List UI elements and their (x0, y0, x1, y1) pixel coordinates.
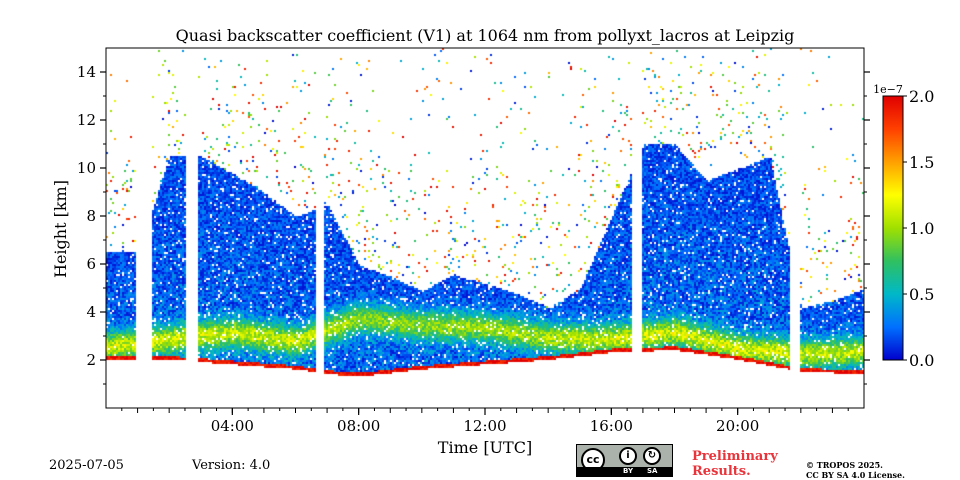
x-tick-label: 16:00 (590, 417, 633, 435)
x-tick-label: 04:00 (211, 417, 254, 435)
x-tick-label: 12:00 (463, 417, 506, 435)
backscatter-heatmap (106, 48, 864, 408)
y-tick-label: 14 (77, 63, 96, 81)
colorbar: 0.0 0.5 1.0 1.5 2.0 (882, 87, 934, 370)
footer-version: Version: 4.0 (192, 458, 271, 473)
cc-by-sa-icon: cc i ↻ BY SA (576, 444, 673, 477)
copyright-line-2: CC BY SA 4.0 License. (806, 470, 905, 480)
footer-date: 2025-07-05 (49, 458, 124, 473)
colorbar-tick-label: 2.0 (909, 87, 934, 106)
y-axis-label: Height [km] (51, 180, 70, 278)
preliminary-notice: Preliminary Results. (692, 449, 778, 479)
colorbar-tick-label: 0.5 (909, 285, 934, 304)
y-tick-label: 12 (77, 111, 96, 129)
preliminary-line-2: Results. (692, 464, 751, 479)
colorbar-tick-label: 0.0 (909, 351, 934, 370)
preliminary-line-1: Preliminary (692, 449, 778, 464)
heatmap-plot (106, 48, 864, 408)
attribution-icon: i (619, 447, 637, 465)
axes: 04:00 08:00 12:00 16:00 20:00 2 4 6 8 10 12 14 (77, 47, 870, 435)
y-tick-label: 6 (86, 255, 96, 273)
colorbar-gradient (882, 95, 904, 361)
colorbar-exponent-label: 1e−7 (873, 83, 903, 96)
x-tick-label: 20:00 (716, 417, 759, 435)
x-axis-label: Time [UTC] (438, 438, 532, 457)
y-tick-label: 4 (86, 303, 96, 321)
share-alike-icon: ↻ (643, 447, 661, 465)
copyright-line-1: © TROPOS 2025. (806, 460, 883, 470)
colorbar-tick-label: 1.5 (909, 153, 934, 172)
x-tick-label: 08:00 (337, 417, 380, 435)
y-tick-label: 10 (77, 159, 96, 177)
license-sa-label: SA (647, 467, 658, 475)
license-by-label: BY (623, 467, 634, 475)
copyright-notice: © TROPOS 2025. CC BY SA 4.0 License. (806, 460, 905, 480)
chart-title: Quasi backscatter coefficient (V1) at 10… (176, 26, 795, 45)
y-tick-label: 2 (86, 351, 96, 369)
y-tick-label: 8 (86, 207, 96, 225)
colorbar-tick-label: 1.0 (909, 219, 934, 238)
